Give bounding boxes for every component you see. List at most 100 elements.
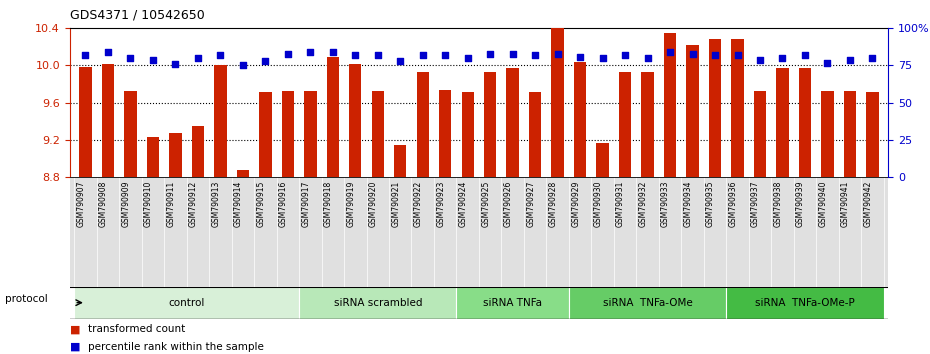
- Text: GSM790924: GSM790924: [458, 180, 468, 227]
- Bar: [349, 64, 362, 177]
- Text: GSM790936: GSM790936: [728, 180, 737, 227]
- Bar: [484, 72, 497, 177]
- Bar: [457, 287, 569, 319]
- Text: GSM790932: GSM790932: [639, 180, 647, 227]
- Point: [303, 49, 318, 55]
- Bar: [169, 133, 181, 177]
- Text: GSM790916: GSM790916: [279, 180, 288, 227]
- Text: transformed count: transformed count: [88, 324, 186, 334]
- Point: [191, 55, 206, 61]
- Text: GSM790938: GSM790938: [774, 180, 782, 227]
- Bar: [237, 170, 249, 177]
- Point: [527, 52, 542, 58]
- Point: [483, 51, 498, 56]
- Text: GSM790935: GSM790935: [706, 180, 715, 227]
- Text: GSM790940: GSM790940: [818, 180, 828, 227]
- Text: GSM790926: GSM790926: [504, 180, 512, 227]
- Point: [708, 52, 723, 58]
- Bar: [777, 68, 789, 177]
- Bar: [731, 39, 744, 177]
- Bar: [754, 91, 766, 177]
- Text: GSM790915: GSM790915: [257, 180, 265, 227]
- Point: [123, 55, 138, 61]
- Point: [258, 58, 272, 64]
- Bar: [569, 287, 726, 319]
- Text: GSM790912: GSM790912: [189, 180, 198, 227]
- Point: [235, 63, 250, 68]
- Text: GSM790909: GSM790909: [122, 180, 130, 227]
- Text: ■: ■: [70, 324, 80, 334]
- Bar: [282, 91, 294, 177]
- Point: [618, 52, 632, 58]
- Bar: [304, 91, 316, 177]
- Text: control: control: [168, 298, 205, 308]
- Point: [865, 55, 880, 61]
- Point: [460, 55, 475, 61]
- Bar: [664, 33, 676, 177]
- Point: [775, 55, 790, 61]
- Text: GSM790911: GSM790911: [166, 180, 176, 227]
- Text: siRNA  TNFa-OMe: siRNA TNFa-OMe: [603, 298, 693, 308]
- Point: [416, 52, 431, 58]
- Bar: [596, 143, 609, 177]
- Bar: [726, 287, 884, 319]
- Point: [213, 52, 228, 58]
- Text: GDS4371 / 10542650: GDS4371 / 10542650: [70, 9, 205, 22]
- Text: GSM790942: GSM790942: [863, 180, 872, 227]
- Text: GSM790923: GSM790923: [436, 180, 445, 227]
- Bar: [866, 92, 879, 177]
- Bar: [74, 287, 299, 319]
- Point: [820, 60, 835, 65]
- Point: [551, 51, 565, 56]
- Bar: [574, 62, 586, 177]
- Text: GSM790941: GSM790941: [841, 180, 850, 227]
- Text: GSM790937: GSM790937: [751, 180, 760, 227]
- Text: GSM790939: GSM790939: [796, 180, 805, 227]
- Point: [685, 51, 700, 56]
- Text: siRNA scrambled: siRNA scrambled: [334, 298, 422, 308]
- Bar: [709, 39, 721, 177]
- Text: protocol: protocol: [5, 294, 47, 304]
- Point: [281, 51, 296, 56]
- Bar: [192, 126, 204, 177]
- Text: GSM790913: GSM790913: [211, 180, 220, 227]
- Text: GSM790917: GSM790917: [301, 180, 311, 227]
- Bar: [461, 92, 474, 177]
- Bar: [259, 92, 272, 177]
- Point: [392, 58, 407, 64]
- Bar: [372, 91, 384, 177]
- Text: GSM790907: GSM790907: [76, 180, 86, 227]
- Text: GSM790933: GSM790933: [661, 180, 670, 227]
- Bar: [326, 57, 339, 177]
- Point: [326, 49, 340, 55]
- Text: GSM790927: GSM790927: [526, 180, 535, 227]
- Point: [145, 57, 160, 62]
- Point: [662, 49, 677, 55]
- Text: GSM790928: GSM790928: [549, 180, 558, 227]
- Bar: [507, 68, 519, 177]
- Point: [595, 55, 610, 61]
- Text: GSM790910: GSM790910: [144, 180, 153, 227]
- Bar: [686, 45, 698, 177]
- Text: GSM790908: GSM790908: [99, 180, 108, 227]
- Bar: [394, 145, 406, 177]
- Text: GSM790931: GSM790931: [616, 180, 625, 227]
- Text: GSM790918: GSM790918: [324, 180, 333, 227]
- Point: [752, 57, 767, 62]
- Bar: [214, 65, 227, 177]
- Bar: [821, 91, 833, 177]
- Text: GSM790922: GSM790922: [414, 180, 423, 227]
- Bar: [417, 72, 429, 177]
- Text: ■: ■: [70, 342, 80, 352]
- Text: GSM790914: GSM790914: [233, 180, 243, 227]
- Text: siRNA  TNFa-OMe-P: siRNA TNFa-OMe-P: [755, 298, 855, 308]
- Point: [573, 54, 588, 59]
- Bar: [844, 91, 857, 177]
- Text: GSM790925: GSM790925: [481, 180, 490, 227]
- Point: [168, 61, 183, 67]
- Text: GSM790930: GSM790930: [593, 180, 603, 227]
- Text: GSM790919: GSM790919: [346, 180, 355, 227]
- Point: [348, 52, 363, 58]
- Text: siRNA TNFa: siRNA TNFa: [484, 298, 542, 308]
- Bar: [799, 68, 811, 177]
